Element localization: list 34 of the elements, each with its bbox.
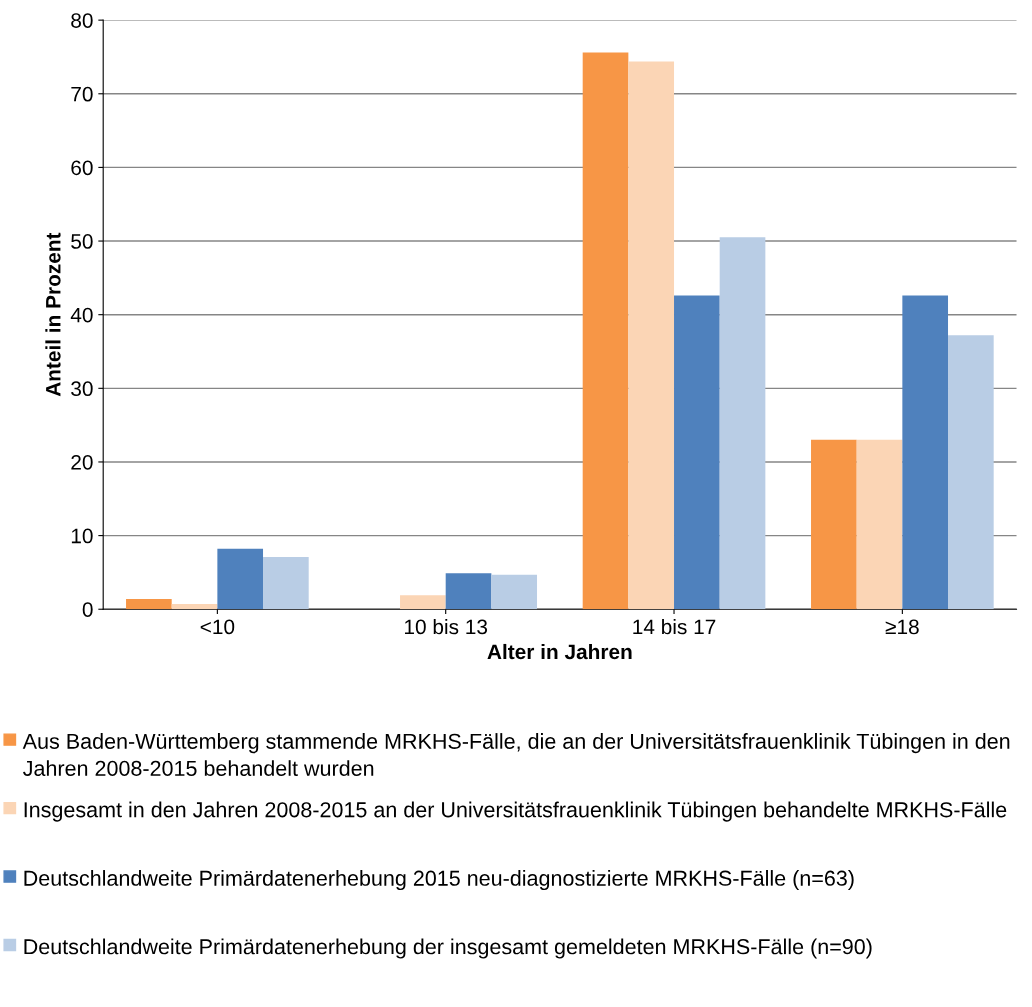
y-tick-label: 40 bbox=[70, 307, 93, 323]
bar bbox=[674, 295, 720, 610]
bar bbox=[628, 61, 675, 610]
legend-label: Deutschlandweite Primärdatenerhebung 2015 neu-diagnostizierte MRKHS-Fälle (n=63) bbox=[24, 870, 854, 891]
y-tick-label: 30 bbox=[71, 381, 93, 397]
x-tick-label: ≥18 bbox=[885, 619, 919, 635]
bar bbox=[491, 574, 538, 610]
bar bbox=[582, 52, 629, 610]
bar bbox=[856, 439, 903, 610]
bar bbox=[400, 595, 446, 610]
bar bbox=[948, 335, 994, 610]
x-tick-label: 10 bis 13 bbox=[405, 618, 488, 635]
legend-label: Insgesamt in den Jahren 2008-2015 an der Universitätsfrauenklinik Tübingen behandelte MRKHS-Fälle bbox=[24, 801, 1007, 822]
y-tick-label: 0 bbox=[82, 602, 93, 617]
y-tick-label: 20 bbox=[71, 454, 93, 470]
bar bbox=[171, 604, 218, 610]
y-axis-title: Anteil in Prozent bbox=[45, 232, 61, 397]
bar bbox=[719, 237, 766, 610]
legend-label: Deutschlandweite Primärdatenerhebung der insgesamt gemeldeten MRKHS-Fälle (n=90) bbox=[24, 938, 872, 959]
y-tick-label: 80 bbox=[71, 13, 93, 28]
y-tick-label: 60 bbox=[71, 160, 93, 176]
x-tick-label: <10 bbox=[200, 619, 235, 635]
y-tick-label: 10 bbox=[71, 528, 93, 544]
bar bbox=[263, 556, 309, 610]
y-tick-label: 50 bbox=[71, 234, 93, 249]
y-tick-label: 70 bbox=[71, 86, 93, 102]
x-tick-label: 14 bis 17 bbox=[633, 618, 716, 635]
bar bbox=[445, 573, 492, 610]
x-axis-title: Alter in Jahren bbox=[487, 643, 632, 660]
bar bbox=[811, 439, 857, 610]
bar bbox=[902, 295, 949, 610]
bar bbox=[126, 598, 172, 610]
bar bbox=[217, 548, 264, 610]
legend-label: Aus Baden-Württemberg stammende MRKHS-Fälle, die an der Universitätsfrauenklinik Tübingen in den Jahren 2008-2015 behandelt wurden bbox=[22, 733, 1010, 776]
